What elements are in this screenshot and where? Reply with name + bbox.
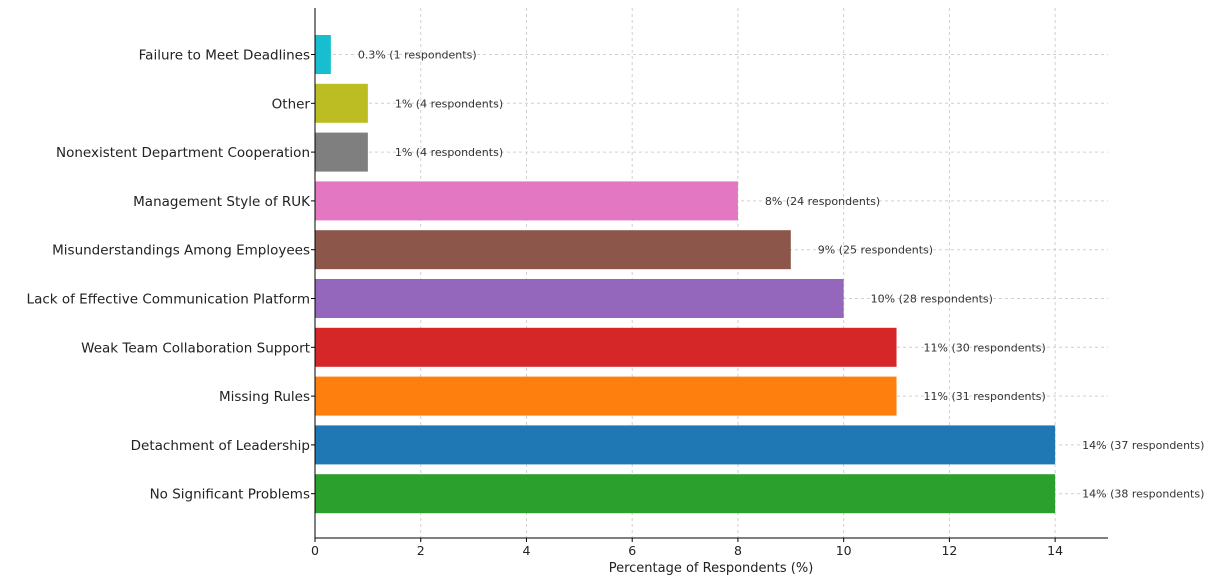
x-axis-title: Percentage of Respondents (%) [609,561,814,575]
data-label: 11% (30 respondents) [924,341,1046,354]
x-tick-label: 0 [311,543,319,558]
x-tick-label: 10 [836,543,852,558]
bar [315,35,331,74]
y-tick-label: No Significant Problems [150,487,310,503]
bar [315,327,897,367]
bar-layer [315,35,1056,514]
y-tick-label: Lack of Effective Communication Platform [27,292,310,308]
y-tick-label: Management Style of RUK [133,194,311,210]
y-tick-label: Weak Team Collaboration Support [81,340,310,356]
data-label: 14% (38 respondents) [1082,488,1204,501]
bar [315,132,368,172]
y-tick-label: Misunderstandings Among Employees [52,243,310,259]
x-tick-label: 2 [417,543,425,558]
y-tick-label: Detachment of Leadership [131,438,310,454]
data-label: 9% (25 respondents) [818,244,933,257]
data-label: 8% (24 respondents) [765,195,880,208]
axis-layer: 0 2 4 6 8 10 12 14 [311,8,1108,558]
data-label: 14% (37 respondents) [1082,439,1204,452]
label-layer: Failure to Meet Deadlines 0.3% (1 respond… [27,48,1205,503]
bar [315,230,791,270]
y-tick-label: Missing Rules [219,389,310,405]
bar [315,181,738,221]
data-label: 0.3% (1 respondents) [358,49,477,62]
bar [315,376,897,416]
data-label: 11% (31 respondents) [924,390,1046,403]
data-label: 10% (28 respondents) [871,293,993,306]
x-tick-label: 14 [1047,543,1063,558]
bar [315,474,1056,514]
data-label: 1% (4 respondents) [395,97,503,110]
x-tick-label: 6 [628,543,636,558]
bar [315,83,368,123]
x-tick-label: 8 [734,543,742,558]
bar [315,425,1056,465]
bar [315,279,844,318]
x-tick-label: 4 [522,543,530,558]
y-tick-label: Nonexistent Department Cooperation [56,145,310,161]
y-tick-label: Other [272,96,311,112]
x-tick-label: 12 [941,543,957,558]
data-label: 1% (4 respondents) [395,146,503,159]
y-tick-label: Failure to Meet Deadlines [139,48,310,64]
